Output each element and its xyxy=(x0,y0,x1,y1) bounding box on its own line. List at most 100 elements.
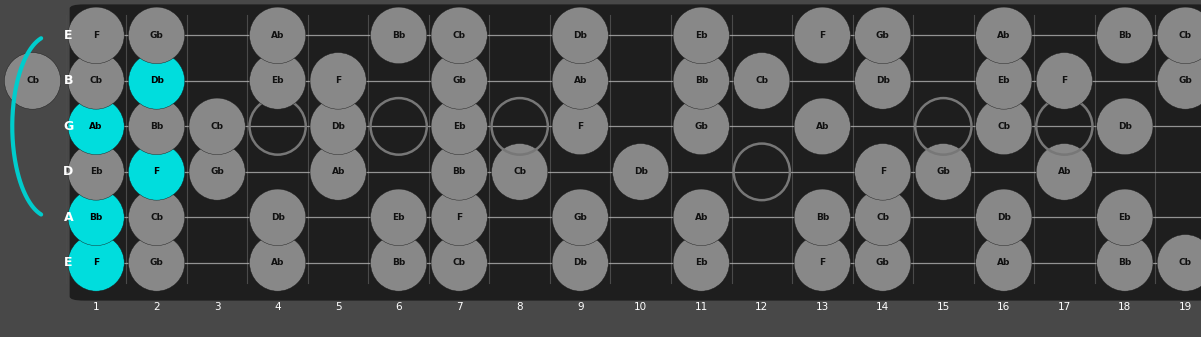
Text: Db: Db xyxy=(997,213,1011,222)
Text: Eb: Eb xyxy=(453,122,466,131)
Ellipse shape xyxy=(431,53,488,109)
Text: Cb: Cb xyxy=(150,213,163,222)
Text: Cb: Cb xyxy=(453,258,466,267)
Text: F: F xyxy=(456,213,462,222)
Text: Ab: Ab xyxy=(271,258,285,267)
Text: Bb: Bb xyxy=(89,213,103,222)
Ellipse shape xyxy=(975,235,1032,291)
Ellipse shape xyxy=(129,144,185,200)
Ellipse shape xyxy=(1036,53,1093,109)
Text: Gb: Gb xyxy=(1178,76,1193,85)
Text: Gb: Gb xyxy=(453,76,466,85)
Ellipse shape xyxy=(129,235,185,291)
Text: Bb: Bb xyxy=(453,167,466,176)
Ellipse shape xyxy=(1158,7,1201,64)
Ellipse shape xyxy=(975,7,1032,64)
Ellipse shape xyxy=(794,7,850,64)
Ellipse shape xyxy=(673,53,729,109)
Text: A: A xyxy=(64,211,73,224)
Ellipse shape xyxy=(68,189,124,246)
Ellipse shape xyxy=(250,53,306,109)
Text: Bb: Bb xyxy=(392,258,405,267)
Text: 13: 13 xyxy=(815,302,829,312)
Text: 3: 3 xyxy=(214,302,221,312)
Ellipse shape xyxy=(68,144,124,200)
Text: Eb: Eb xyxy=(90,167,102,176)
Text: 15: 15 xyxy=(937,302,950,312)
Text: D: D xyxy=(64,165,73,178)
Text: Cb: Cb xyxy=(1179,258,1191,267)
Text: Cb: Cb xyxy=(755,76,769,85)
Text: 19: 19 xyxy=(1178,302,1193,312)
Text: Gb: Gb xyxy=(694,122,709,131)
Ellipse shape xyxy=(1158,53,1201,109)
Ellipse shape xyxy=(189,98,245,155)
Text: Gb: Gb xyxy=(573,213,587,222)
Ellipse shape xyxy=(310,98,366,155)
Ellipse shape xyxy=(431,189,488,246)
Ellipse shape xyxy=(68,53,124,109)
Ellipse shape xyxy=(129,53,185,109)
Text: Ab: Ab xyxy=(574,76,587,85)
Text: 12: 12 xyxy=(755,302,769,312)
Ellipse shape xyxy=(250,235,306,291)
Text: Bb: Bb xyxy=(1118,258,1131,267)
Ellipse shape xyxy=(310,53,366,109)
Ellipse shape xyxy=(189,144,245,200)
Text: F: F xyxy=(819,31,825,40)
Text: Gb: Gb xyxy=(876,31,890,40)
Ellipse shape xyxy=(613,144,669,200)
Ellipse shape xyxy=(310,144,366,200)
Text: Gb: Gb xyxy=(150,258,163,267)
Text: F: F xyxy=(880,167,886,176)
Text: 8: 8 xyxy=(516,302,522,312)
Text: F: F xyxy=(578,122,584,131)
Ellipse shape xyxy=(794,235,850,291)
Text: Cb: Cb xyxy=(26,76,40,85)
Ellipse shape xyxy=(68,98,124,155)
Ellipse shape xyxy=(975,189,1032,246)
Ellipse shape xyxy=(129,98,185,155)
Ellipse shape xyxy=(552,189,609,246)
Text: Bb: Bb xyxy=(694,76,707,85)
Ellipse shape xyxy=(552,98,609,155)
Ellipse shape xyxy=(371,235,426,291)
Text: Eb: Eb xyxy=(695,31,707,40)
Text: F: F xyxy=(1062,76,1068,85)
Ellipse shape xyxy=(250,7,306,64)
Text: Db: Db xyxy=(573,258,587,267)
Text: 11: 11 xyxy=(694,302,707,312)
Text: F: F xyxy=(92,258,100,267)
Text: Cb: Cb xyxy=(513,167,526,176)
Ellipse shape xyxy=(1097,235,1153,291)
Ellipse shape xyxy=(552,7,609,64)
Text: Gb: Gb xyxy=(937,167,950,176)
Text: Cb: Cb xyxy=(1179,31,1191,40)
Text: 5: 5 xyxy=(335,302,341,312)
Text: Db: Db xyxy=(634,167,647,176)
Ellipse shape xyxy=(1158,235,1201,291)
Ellipse shape xyxy=(975,53,1032,109)
Text: Gb: Gb xyxy=(210,167,225,176)
Text: Db: Db xyxy=(270,213,285,222)
Text: 1: 1 xyxy=(92,302,100,312)
Text: 17: 17 xyxy=(1058,302,1071,312)
Ellipse shape xyxy=(673,235,729,291)
Ellipse shape xyxy=(1097,7,1153,64)
Text: Db: Db xyxy=(331,122,345,131)
Text: Eb: Eb xyxy=(271,76,283,85)
Text: 9: 9 xyxy=(576,302,584,312)
Ellipse shape xyxy=(491,144,548,200)
Text: Eb: Eb xyxy=(393,213,405,222)
Ellipse shape xyxy=(915,144,972,200)
Ellipse shape xyxy=(5,53,60,109)
Text: Ab: Ab xyxy=(997,258,1010,267)
Text: Bb: Bb xyxy=(392,31,405,40)
Ellipse shape xyxy=(431,7,488,64)
Ellipse shape xyxy=(552,235,609,291)
Text: B: B xyxy=(64,74,73,87)
Text: Cb: Cb xyxy=(877,213,889,222)
Text: 2: 2 xyxy=(154,302,160,312)
Text: Bb: Bb xyxy=(150,122,163,131)
Ellipse shape xyxy=(855,53,910,109)
